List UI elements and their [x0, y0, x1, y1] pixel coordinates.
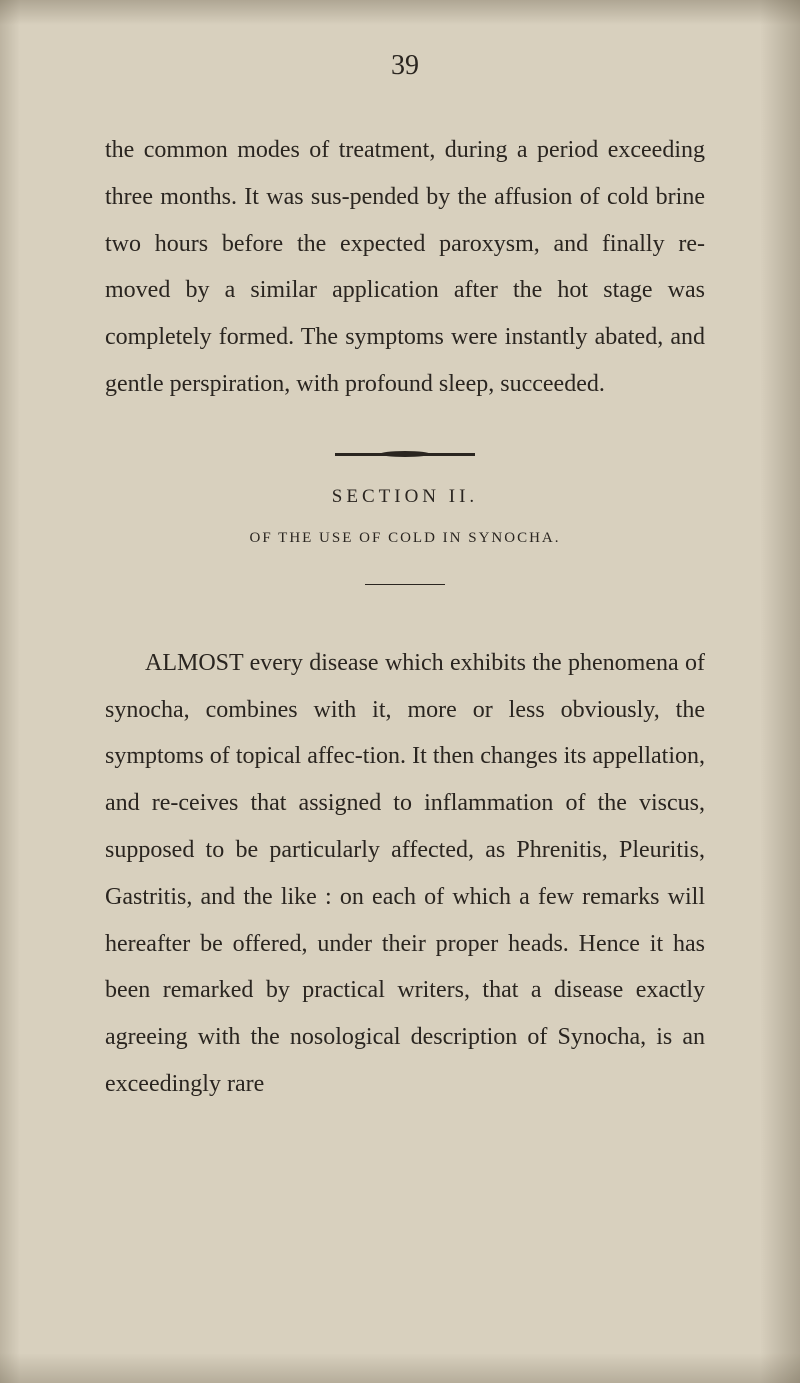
short-rule-line [365, 584, 445, 585]
book-page: 39 the common modes of treatment, during… [0, 0, 800, 1383]
paragraph-2: ALMOST every disease which exhibits the … [105, 640, 705, 1108]
divider-ornament [335, 453, 475, 456]
section-subtitle: OF THE USE OF COLD IN SYNOCHA. [105, 530, 705, 547]
short-rule [105, 572, 705, 590]
section-divider [105, 443, 705, 461]
section-title: SECTION II. [105, 486, 705, 508]
page-number: 39 [105, 50, 705, 82]
paragraph-1: the common modes of treatment, during a … [105, 127, 705, 408]
